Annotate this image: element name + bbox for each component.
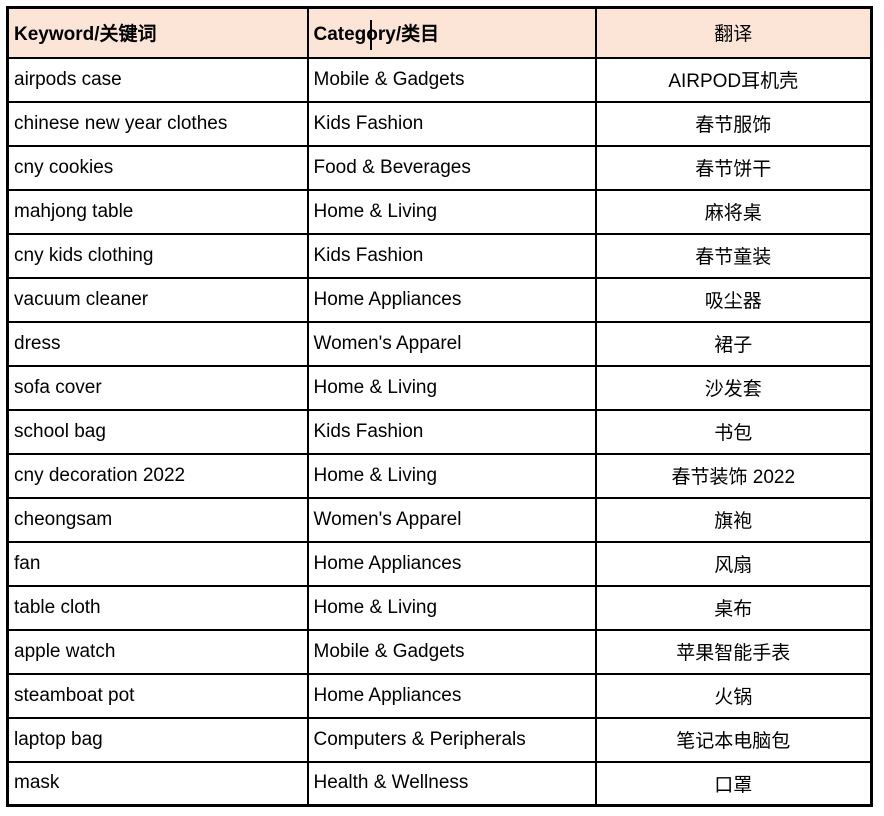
keyword-cell[interactable]: mask xyxy=(6,760,309,807)
keyword-cell[interactable]: cny cookies xyxy=(6,144,309,191)
category-cell[interactable]: Home Appliances xyxy=(306,540,597,587)
translation-cell[interactable]: 旗袍 xyxy=(594,496,873,543)
header-category-label: Category/类目 xyxy=(313,24,440,46)
category-cell[interactable]: Food & Beverages xyxy=(306,144,597,191)
translation-cell[interactable]: 春节装饰 2022 xyxy=(594,452,873,499)
translation-cell[interactable]: 风扇 xyxy=(594,540,873,587)
translation-cell[interactable]: AIRPOD耳机壳 xyxy=(594,56,873,103)
category-cell[interactable]: Women's Apparel xyxy=(306,320,597,367)
keyword-cell[interactable]: laptop bag xyxy=(6,716,309,763)
table-row: cny cookies Food & Beverages 春节饼干 xyxy=(6,144,873,191)
table-row: chinese new year clothes Kids Fashion 春节… xyxy=(6,100,873,147)
translation-cell[interactable]: 麻将桌 xyxy=(594,188,873,235)
keyword-cell[interactable]: school bag xyxy=(6,408,309,455)
translation-cell[interactable]: 笔记本电脑包 xyxy=(594,716,873,763)
table-row: cheongsam Women's Apparel 旗袍 xyxy=(6,496,873,543)
table-row: sofa cover Home & Living 沙发套 xyxy=(6,364,873,411)
translation-cell[interactable]: 书包 xyxy=(594,408,873,455)
table-row: mask Health & Wellness 口罩 xyxy=(6,760,873,807)
translation-cell[interactable]: 桌布 xyxy=(594,584,873,631)
table-row: steamboat pot Home Appliances 火锅 xyxy=(6,672,873,719)
translation-cell[interactable]: 口罩 xyxy=(594,760,873,807)
keyword-cell[interactable]: airpods case xyxy=(6,56,309,103)
translation-cell[interactable]: 苹果智能手表 xyxy=(594,628,873,675)
header-cell-keyword[interactable]: Keyword/关键词 xyxy=(6,6,309,59)
category-cell[interactable]: Home & Living xyxy=(306,188,597,235)
category-cell[interactable]: Computers & Peripherals xyxy=(306,716,597,763)
table-row: airpods case Mobile & Gadgets AIRPOD耳机壳 xyxy=(6,56,873,103)
translation-cell[interactable]: 春节饼干 xyxy=(594,144,873,191)
keyword-cell[interactable]: fan xyxy=(6,540,309,587)
translation-cell[interactable]: 春节童装 xyxy=(594,232,873,279)
keyword-cell[interactable]: vacuum cleaner xyxy=(6,276,309,323)
translation-cell[interactable]: 火锅 xyxy=(594,672,873,719)
category-cell[interactable]: Home & Living xyxy=(306,364,597,411)
category-cell[interactable]: Kids Fashion xyxy=(306,232,597,279)
category-cell[interactable]: Mobile & Gadgets xyxy=(306,56,597,103)
table-row: cny kids clothing Kids Fashion 春节童装 xyxy=(6,232,873,279)
table-row: school bag Kids Fashion 书包 xyxy=(6,408,873,455)
table-row: mahjong table Home & Living 麻将桌 xyxy=(6,188,873,235)
keyword-cell[interactable]: cny kids clothing xyxy=(6,232,309,279)
table-row: table cloth Home & Living 桌布 xyxy=(6,584,873,631)
keyword-cell[interactable]: dress xyxy=(6,320,309,367)
table-row: dress Women's Apparel 裙子 xyxy=(6,320,873,367)
keyword-cell[interactable]: apple watch xyxy=(6,628,309,675)
keyword-category-table: Keyword/关键词 Category/类目 翻译 airpods case … xyxy=(6,6,873,807)
text-cursor xyxy=(369,20,372,50)
keyword-cell[interactable]: steamboat pot xyxy=(6,672,309,719)
category-cell[interactable]: Home Appliances xyxy=(306,276,597,323)
translation-cell[interactable]: 裙子 xyxy=(594,320,873,367)
keyword-cell[interactable]: table cloth xyxy=(6,584,309,631)
keyword-cell[interactable]: sofa cover xyxy=(6,364,309,411)
category-cell[interactable]: Home & Living xyxy=(306,452,597,499)
category-cell[interactable]: Health & Wellness xyxy=(306,760,597,807)
category-cell[interactable]: Kids Fashion xyxy=(306,100,597,147)
keyword-cell[interactable]: chinese new year clothes xyxy=(6,100,309,147)
category-cell[interactable]: Mobile & Gadgets xyxy=(306,628,597,675)
category-cell[interactable]: Home & Living xyxy=(306,584,597,631)
header-cell-translation[interactable]: 翻译 xyxy=(594,6,873,59)
keyword-cell[interactable]: cny decoration 2022 xyxy=(6,452,309,499)
translation-cell[interactable]: 吸尘器 xyxy=(594,276,873,323)
keyword-cell[interactable]: cheongsam xyxy=(6,496,309,543)
table-row: apple watch Mobile & Gadgets 苹果智能手表 xyxy=(6,628,873,675)
category-cell[interactable]: Women's Apparel xyxy=(306,496,597,543)
keyword-cell[interactable]: mahjong table xyxy=(6,188,309,235)
table-row: cny decoration 2022 Home & Living 春节装饰 2… xyxy=(6,452,873,499)
translation-cell[interactable]: 沙发套 xyxy=(594,364,873,411)
table-row: fan Home Appliances 风扇 xyxy=(6,540,873,587)
category-cell[interactable]: Kids Fashion xyxy=(306,408,597,455)
table-row: laptop bag Computers & Peripherals 笔记本电脑… xyxy=(6,716,873,763)
category-cell[interactable]: Home Appliances xyxy=(306,672,597,719)
header-cell-category[interactable]: Category/类目 xyxy=(306,6,597,59)
header-row: Keyword/关键词 Category/类目 翻译 xyxy=(6,6,873,59)
translation-cell[interactable]: 春节服饰 xyxy=(594,100,873,147)
table-row: vacuum cleaner Home Appliances 吸尘器 xyxy=(6,276,873,323)
